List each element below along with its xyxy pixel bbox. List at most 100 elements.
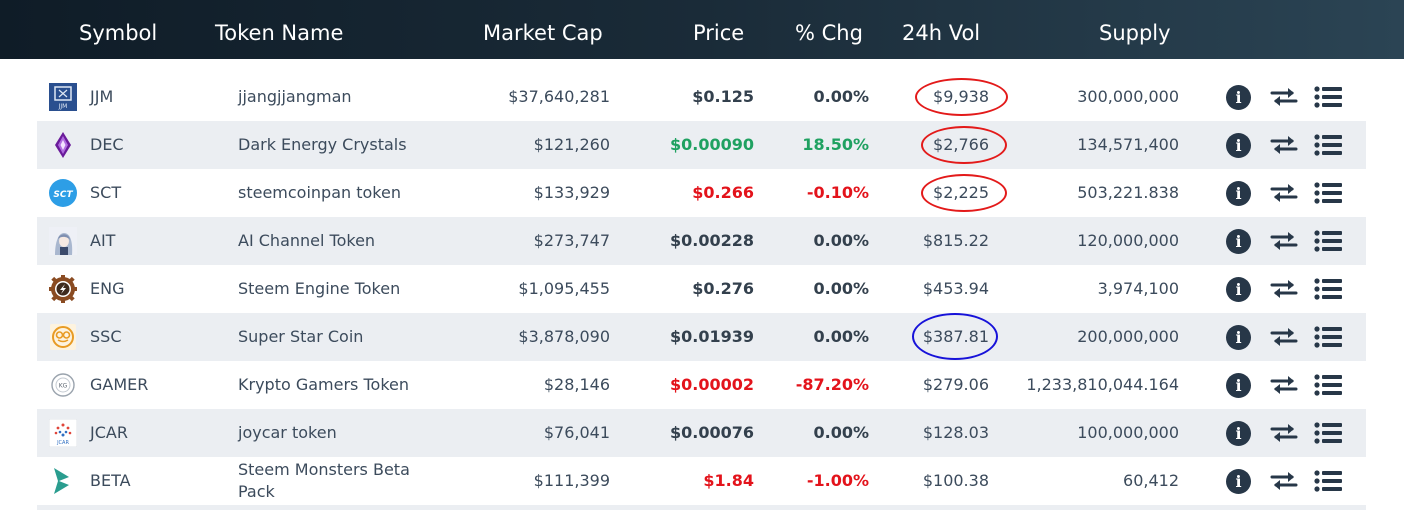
token-symbol[interactable]: BETA	[90, 471, 131, 490]
price: $0.266	[692, 183, 754, 202]
list-icon[interactable]	[1314, 277, 1342, 301]
token-symbol[interactable]: GAMER	[90, 375, 149, 394]
list-icon[interactable]	[1314, 325, 1342, 349]
table-row[interactable]: KG GAMER Krypto Gamers Token $28,146 $0.0000…	[37, 361, 1366, 409]
price: $0.00076	[669, 423, 754, 442]
info-icon[interactable]: i	[1226, 133, 1251, 158]
swap-arrows-icon[interactable]	[1270, 373, 1298, 397]
volume-24h: $279.06	[922, 375, 989, 394]
token-name[interactable]: Steem Monsters Beta Pack	[238, 460, 410, 501]
list-icon[interactable]	[1314, 133, 1342, 157]
header-24h-volume[interactable]: 24h Vol	[902, 21, 981, 45]
header-price[interactable]: Price	[693, 21, 745, 45]
market-cap: $1,095,455	[518, 279, 610, 298]
token-name[interactable]: Steem Engine Token	[238, 279, 401, 298]
list-icon[interactable]	[1314, 85, 1342, 109]
table-row[interactable]: ENG Steem Engine Token $1,095,455 $0.276 0.0…	[37, 265, 1366, 313]
table-row[interactable]: AIT AI Channel Token $273,747 $0.00228 0.00%…	[37, 217, 1366, 265]
swap-arrows-icon[interactable]	[1270, 469, 1298, 493]
token-symbol[interactable]: AIT	[90, 231, 116, 250]
list-icon[interactable]	[1314, 181, 1342, 205]
supply: 3,974,100	[1097, 279, 1179, 298]
price: $1.84	[703, 471, 754, 490]
token-symbol[interactable]: SSC	[90, 327, 122, 346]
supply: 200,000,000	[1077, 327, 1179, 346]
pct-change: -87.20%	[795, 375, 869, 394]
beta-logo-icon[interactable]	[49, 467, 77, 495]
table-row[interactable]: BETA Steem Monsters Beta Pack $111,399 $1.8…	[37, 457, 1366, 505]
price: $0.00228	[669, 231, 754, 250]
list-icon[interactable]	[1314, 469, 1342, 493]
market-cap: $3,878,090	[518, 327, 610, 346]
info-icon[interactable]: i	[1226, 277, 1251, 302]
table-row[interactable]: JJM JJM jjangjjangman $37,640,281 $0.125 0.00…	[37, 73, 1366, 121]
gamer-badge-icon[interactable]: KG	[49, 371, 77, 399]
info-icon[interactable]: i	[1226, 373, 1251, 398]
dec-crystal-icon[interactable]	[49, 131, 77, 159]
swap-arrows-icon[interactable]	[1270, 133, 1298, 157]
swap-arrows-icon[interactable]	[1270, 181, 1298, 205]
token-name[interactable]: steemcoinpan token	[238, 183, 401, 202]
jjm-logo-icon[interactable]: JJM	[49, 83, 77, 111]
pct-change: 0.00%	[813, 279, 869, 298]
token-symbol[interactable]: SCT	[90, 183, 122, 202]
info-icon[interactable]: i	[1226, 325, 1251, 350]
list-icon[interactable]	[1314, 373, 1342, 397]
eng-gear-icon[interactable]	[49, 275, 77, 303]
info-icon[interactable]: i	[1226, 85, 1251, 110]
token-name[interactable]: Krypto Gamers Token	[238, 375, 409, 394]
svg-text:KG: KG	[59, 383, 68, 390]
token-symbol[interactable]: JCAR	[90, 423, 128, 442]
list-icon[interactable]	[1314, 421, 1342, 445]
supply: 134,571,400	[1077, 135, 1179, 154]
info-icon[interactable]: i	[1226, 181, 1251, 206]
list-icon[interactable]	[1314, 229, 1342, 253]
token-symbol[interactable]: DEC	[90, 135, 124, 154]
token-symbol[interactable]: ENG	[90, 279, 125, 298]
volume-24h: $815.22	[922, 231, 989, 250]
swap-arrows-icon[interactable]	[1270, 277, 1298, 301]
supply: 60,412	[1123, 471, 1179, 490]
header-symbol[interactable]: Symbol	[79, 21, 158, 45]
token-name[interactable]: jjangjjangman	[238, 87, 352, 106]
table-row[interactable]: JCAR JCAR joycar token $76,041 $0.00076 0.00%…	[37, 409, 1366, 457]
price: $0.00090	[669, 135, 754, 154]
table-row[interactable]: DEC Dark Energy Crystals $121,260 $0.00090 1…	[37, 121, 1366, 169]
market-cap: $37,640,281	[508, 87, 610, 106]
market-cap: $273,747	[533, 231, 610, 250]
annotation-circle-red	[921, 126, 1007, 164]
token-symbol[interactable]: JJM	[90, 87, 114, 106]
header-supply[interactable]: Supply	[1099, 21, 1171, 45]
supply: 120,000,000	[1077, 231, 1179, 250]
supply: 503,221.838	[1077, 183, 1179, 202]
token-name[interactable]: Dark Energy Crystals	[238, 135, 407, 154]
header-pct-change[interactable]: % Chg	[795, 21, 863, 45]
jcar-logo-icon[interactable]: JCAR	[48, 418, 78, 448]
pct-change: 0.00%	[813, 327, 869, 346]
token-name[interactable]: AI Channel Token	[238, 231, 376, 250]
swap-arrows-icon[interactable]	[1270, 229, 1298, 253]
pct-change: 18.50%	[802, 135, 869, 154]
volume-24h: $100.38	[922, 471, 989, 490]
swap-arrows-icon[interactable]	[1270, 421, 1298, 445]
table-row[interactable]: SSC Super Star Coin $3,878,090 $0.01939 0.00…	[37, 313, 1366, 361]
ssc-coin-icon[interactable]	[49, 323, 77, 351]
market-cap: $111,399	[533, 471, 610, 490]
token-name[interactable]: joycar token	[238, 423, 337, 442]
sct-logo-icon[interactable]: SCT	[49, 179, 77, 207]
info-icon[interactable]: i	[1226, 421, 1251, 446]
ait-avatar-icon[interactable]	[49, 227, 77, 255]
info-icon[interactable]: i	[1226, 469, 1251, 494]
supply: 300,000,000	[1077, 87, 1179, 106]
header-market-cap[interactable]: Market Cap	[483, 21, 603, 45]
market-cap: $76,041	[543, 423, 610, 442]
market-cap: $28,146	[543, 375, 610, 394]
table-row[interactable]: SCT SCT steemcoinpan token $133,929 $0.266 -0…	[37, 169, 1366, 217]
swap-arrows-icon[interactable]	[1270, 325, 1298, 349]
table-header: Symbol Token Name Market Cap Price % Chg…	[0, 0, 1404, 59]
header-token-name[interactable]: Token Name	[215, 21, 344, 45]
annotation-circle-red	[915, 78, 1008, 116]
swap-arrows-icon[interactable]	[1270, 85, 1298, 109]
token-name[interactable]: Super Star Coin	[238, 327, 364, 346]
info-icon[interactable]: i	[1226, 229, 1251, 254]
